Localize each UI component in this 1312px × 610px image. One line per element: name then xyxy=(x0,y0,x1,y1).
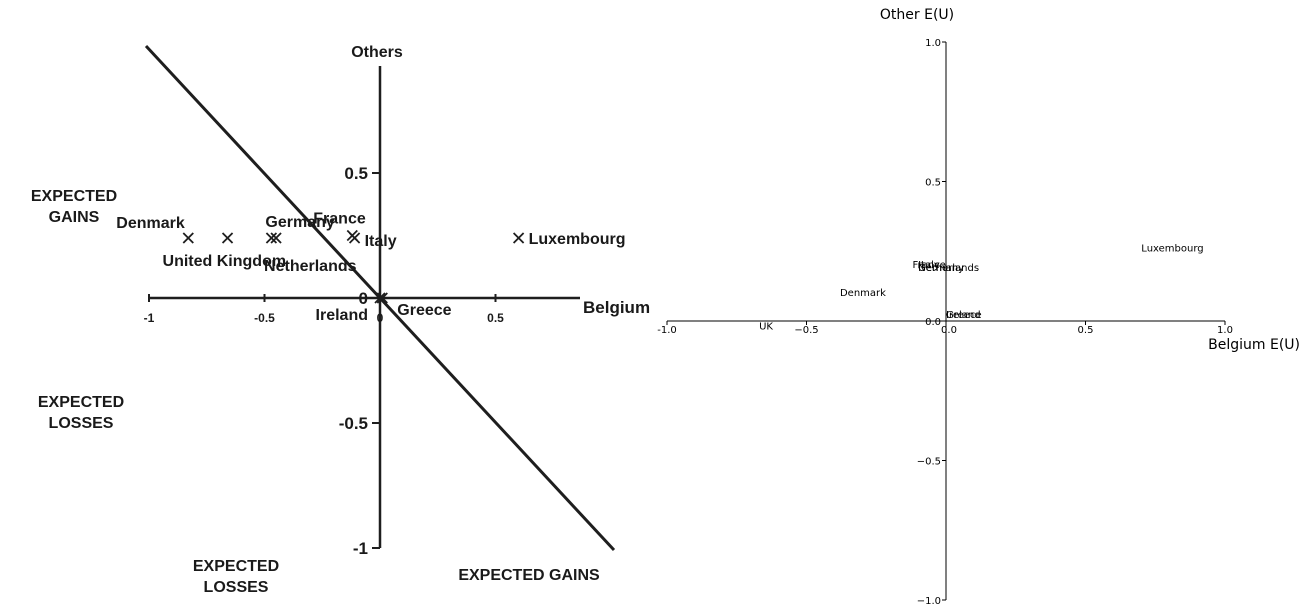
point-marker-greece xyxy=(376,292,388,304)
region-label-line: LOSSES xyxy=(204,579,269,596)
region-label-line: EXPECTED xyxy=(193,558,279,575)
region-label-left: EXPECTED LOSSES xyxy=(38,394,124,432)
region-label-lower-left: EXPECTED LOSSES xyxy=(193,558,279,596)
x-tick-label: −0.5 xyxy=(794,325,818,336)
point-label-luxembourg: Luxembourg xyxy=(529,231,626,248)
region-label-lower-right: EXPECTED GAINS xyxy=(458,567,600,584)
point-label-italy: Italy xyxy=(365,233,397,250)
region-label-line: GAINS xyxy=(49,209,100,226)
x-axis-label: Belgium E(U) xyxy=(1208,337,1300,353)
point-marker-germany xyxy=(265,232,278,244)
y-tick-label: 0.5 xyxy=(925,178,941,189)
point-label-netherlands: Netherlands xyxy=(264,258,357,275)
marker-stroke xyxy=(374,292,386,304)
y-axis-label: Others xyxy=(351,44,403,61)
x-tick-label: 0 xyxy=(377,311,384,325)
point-label-ireland: Ireland xyxy=(946,310,981,321)
x-tick-label: 0.5 xyxy=(487,311,504,325)
marker-stroke xyxy=(512,232,525,244)
y-axis-label: Other E(U) xyxy=(880,7,954,23)
marker-stroke xyxy=(182,232,194,244)
point-marker-ireland xyxy=(374,292,386,304)
point-label-greece: Greece xyxy=(946,310,982,321)
marker-stroke xyxy=(348,232,361,244)
region-label-upper-left: EXPECTED GAINS xyxy=(31,188,117,226)
region-label-line: LOSSES xyxy=(49,415,114,432)
point-label-germany: Germany xyxy=(918,263,964,274)
y-tick-label: -0.5 xyxy=(339,414,368,433)
point-label-greece: Greece xyxy=(397,302,451,319)
point-label-germany: Germany xyxy=(265,214,334,231)
matplotlib-figure-panel: -1.0 −0.5 0.0 0.5 1.0 1.0 0.5 0.0 −0.5 −1.0 Luxem… xyxy=(657,7,1300,607)
marker-stroke xyxy=(265,232,278,244)
x-axis-label: Belgium xyxy=(583,298,650,317)
x-tick-label: -1 xyxy=(144,311,155,325)
point-label-netherlands: Netherlands xyxy=(918,263,979,274)
region-label-line: EXPECTED xyxy=(38,394,124,411)
point-label-italy: Italy xyxy=(918,260,940,271)
marker-stroke xyxy=(376,292,388,304)
x-tick-label: -0.5 xyxy=(254,311,275,325)
y-tick-label: −0.5 xyxy=(917,457,941,468)
point-label-uk: UK xyxy=(759,321,773,332)
point-label-denmark: Denmark xyxy=(116,215,185,232)
point-label-france: France xyxy=(913,260,946,271)
x-tick-label: 0.5 xyxy=(1078,325,1094,336)
point-label-denmark: Denmark xyxy=(840,288,886,299)
y-tick-label: -1 xyxy=(353,539,368,558)
region-label-line: EXPECTED GAINS xyxy=(458,567,600,584)
point-label-france: France xyxy=(313,211,366,228)
point-label-ireland: Ireland xyxy=(316,307,368,324)
region-label-line: EXPECTED xyxy=(31,188,117,205)
y-tick-label: 0.0 xyxy=(925,317,941,328)
y-tick-label: 0.5 xyxy=(344,164,368,183)
marker-stroke xyxy=(221,232,234,244)
point-marker-denmark xyxy=(182,232,194,244)
y-tick-label: −1.0 xyxy=(917,596,941,607)
y-tick-label: 0 xyxy=(359,289,368,308)
x-tick-label: 0.0 xyxy=(941,325,957,336)
point-label-united-kingdom: United Kingdom xyxy=(163,253,287,270)
x-tick-label: 1.0 xyxy=(1217,325,1233,336)
marker-stroke xyxy=(270,232,282,244)
point-label-luxembourg: Luxembourg xyxy=(1141,243,1203,254)
point-marker-netherlands xyxy=(270,232,282,244)
point-marker-luxembourg xyxy=(512,232,525,244)
scanned-figure-panel: -1 -0.5 0 0.5 0.5 0 -0.5 -1 Denmark United Kingd… xyxy=(31,44,650,596)
point-marker-united-kingdom xyxy=(221,232,234,244)
point-marker-italy xyxy=(348,232,361,244)
x-tick-label: -1.0 xyxy=(657,325,677,336)
y-tick-label: 1.0 xyxy=(925,38,941,49)
